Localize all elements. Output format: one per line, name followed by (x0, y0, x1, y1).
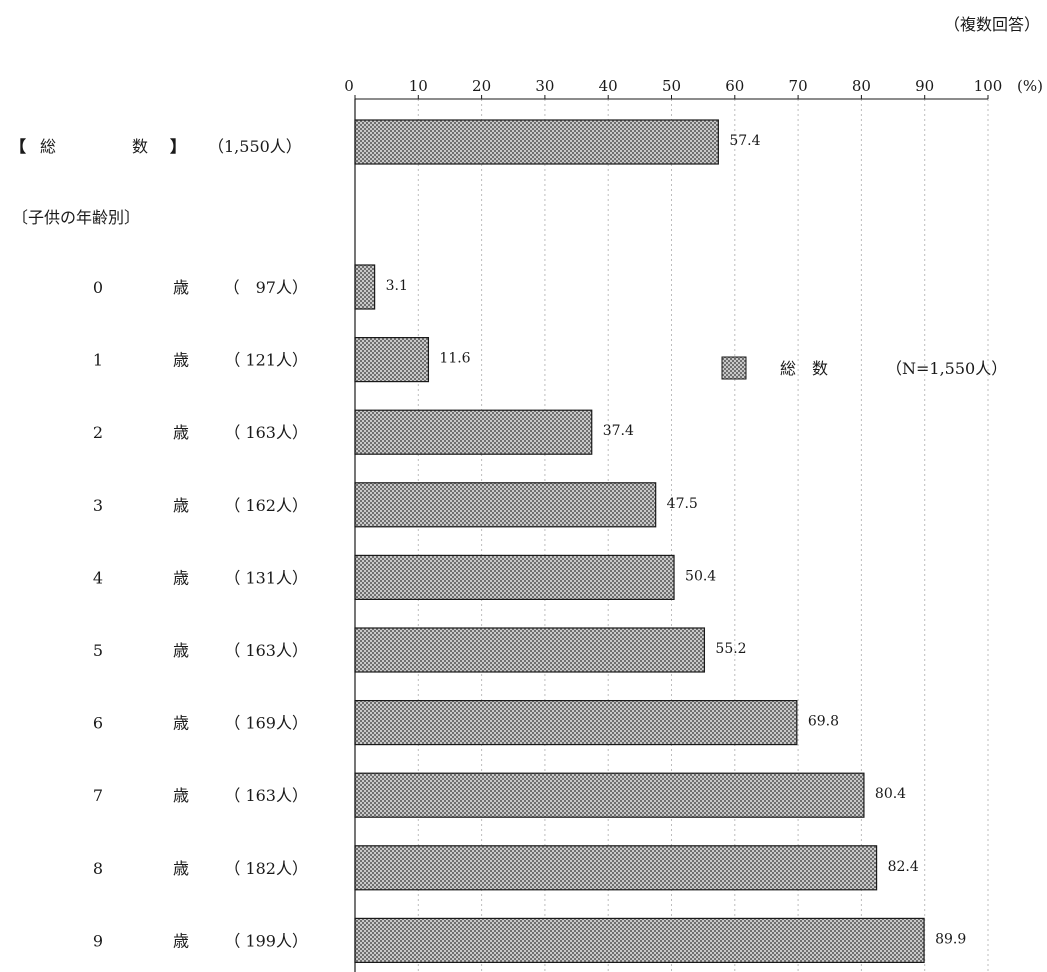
value-label: 3.1 (386, 278, 408, 294)
tick-label: 0 (344, 77, 354, 95)
total-label-char-2: 数 (132, 137, 148, 156)
row-count: （ 97人） (224, 278, 308, 297)
row-age: 1 (93, 351, 103, 370)
row-count: （ 131人） (224, 568, 308, 587)
row-unit: 歳 (173, 859, 189, 878)
value-label: 89.9 (935, 931, 966, 947)
value-label: 50.4 (685, 568, 716, 584)
grid-lines (417, 99, 989, 972)
bars (354, 119, 925, 964)
total-bracket-open: 【 (10, 137, 26, 156)
row-age: 6 (93, 714, 103, 733)
row-labels: 0 歳 （ 97人） 1 歳 （ 121人） 2 歳 （ 163人） 3 歳 （ 162人） 4 歳 （ 1… (93, 278, 308, 950)
value-label: 69.8 (808, 714, 839, 730)
tick-label: 90 (915, 77, 934, 95)
bar (354, 409, 593, 455)
total-bracket-close: 】 (170, 137, 186, 156)
total-count: （1,550人） (208, 137, 302, 156)
tick-label: 80 (852, 77, 871, 95)
bar (354, 337, 430, 383)
total-row-label: 【 総 数 】 （1,550人） (10, 137, 302, 156)
x-axis-unit-label: (%) (1017, 77, 1043, 95)
row-count: （ 182人） (224, 859, 308, 878)
row-age: 2 (93, 423, 103, 442)
multiple-answer-note: （複数回答） (944, 15, 1040, 34)
bar (354, 845, 878, 891)
row-age: 0 (93, 278, 103, 297)
bar (354, 482, 657, 528)
value-label: 55.2 (715, 641, 746, 657)
row-age: 4 (93, 568, 103, 587)
tick-label: 40 (599, 77, 618, 95)
row-unit: 歳 (173, 568, 189, 587)
row-count: （ 162人） (224, 496, 308, 515)
row-unit: 歳 (173, 423, 189, 442)
value-label: 57.4 (729, 133, 760, 149)
legend-swatch (721, 356, 747, 380)
value-label: 37.4 (603, 423, 634, 439)
row-unit: 歳 (173, 931, 189, 950)
tick-label: 50 (662, 77, 681, 95)
row-age: 5 (93, 641, 103, 660)
value-label: 80.4 (875, 786, 906, 802)
row-unit: 歳 (173, 496, 189, 515)
bar (354, 772, 865, 818)
value-label: 11.6 (439, 351, 470, 367)
tick-label: 100 (974, 77, 1003, 95)
x-axis: 0 10 20 30 40 50 60 70 80 90 100 (344, 77, 1002, 99)
legend: 総 数 （N=1,550人） (721, 356, 1007, 380)
row-count: （ 121人） (224, 351, 308, 370)
tick-label: 10 (409, 77, 428, 95)
legend-label: 総 数 (780, 359, 828, 378)
row-unit: 歳 (173, 786, 189, 805)
bar (354, 554, 675, 601)
tick-label: 60 (725, 77, 744, 95)
row-count: （ 163人） (224, 423, 308, 442)
row-count: （ 163人） (224, 641, 308, 660)
row-age: 3 (93, 496, 103, 515)
bar (354, 699, 798, 746)
row-count: （ 199人） (224, 931, 308, 950)
bar (354, 119, 719, 165)
bar (354, 627, 706, 673)
value-label: 82.4 (888, 859, 919, 875)
row-unit: 歳 (173, 641, 189, 660)
value-label: 47.5 (667, 496, 698, 512)
total-label-char-1: 総 (40, 137, 56, 156)
row-age: 7 (93, 786, 103, 805)
section-label: 〔子供の年齢別〕 (12, 208, 140, 227)
bar (354, 264, 376, 310)
tick-label: 30 (535, 77, 554, 95)
legend-note: （N=1,550人） (886, 359, 1007, 378)
tick-label: 70 (789, 77, 808, 95)
row-age: 9 (93, 931, 103, 950)
bar (354, 917, 925, 964)
row-count: （ 163人） (224, 786, 308, 805)
row-unit: 歳 (173, 714, 189, 733)
row-unit: 歳 (173, 351, 189, 370)
row-count: （ 169人） (224, 714, 308, 733)
value-labels: 57.4 3.1 11.6 37.4 47.5 50.4 55.2 69.8 80.4 82.4 8… (386, 133, 967, 947)
row-unit: 歳 (173, 278, 189, 297)
row-age: 8 (93, 859, 103, 878)
tick-label: 20 (472, 77, 491, 95)
